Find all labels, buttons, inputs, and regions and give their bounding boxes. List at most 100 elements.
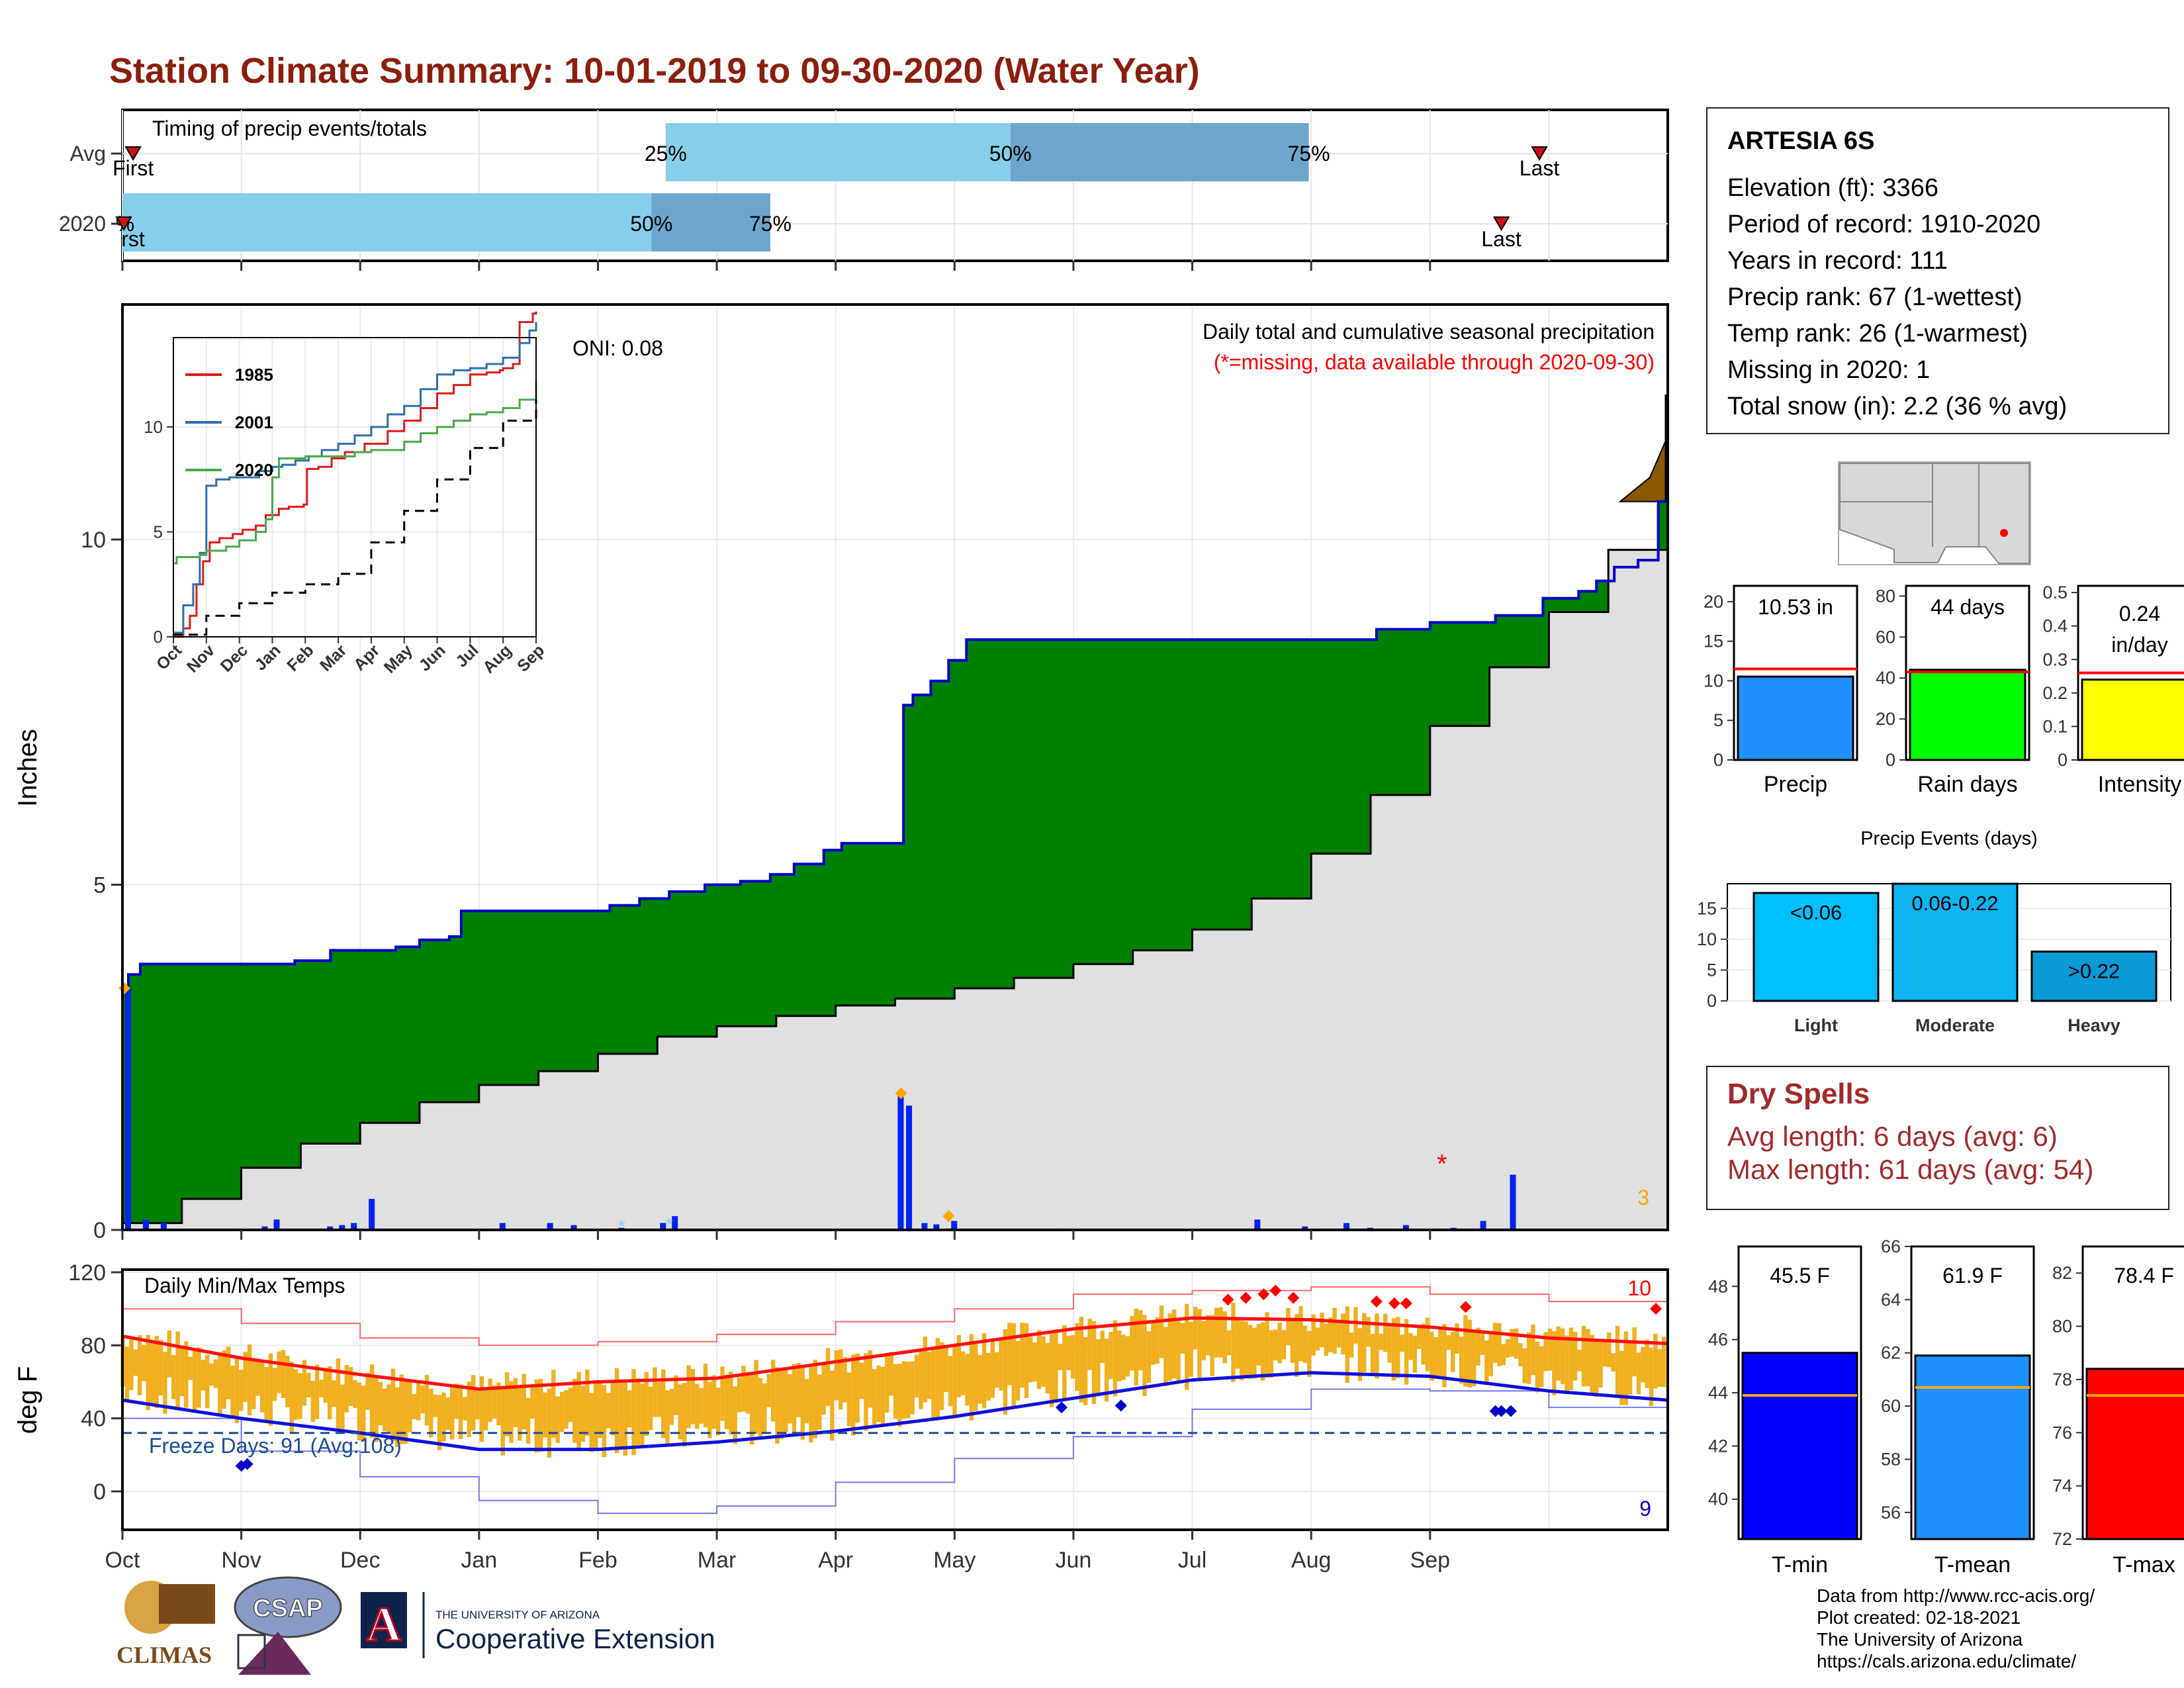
daily-temp-bar — [158, 1340, 163, 1396]
temp-summary-bar — [2085, 1368, 2184, 1540]
daily-temp-bar — [201, 1359, 206, 1391]
daily-temp-bar — [1058, 1344, 1063, 1370]
daily-temp-bar — [239, 1370, 244, 1411]
daily-temp-bar — [281, 1350, 286, 1398]
daily-temp-bar — [1396, 1317, 1400, 1378]
daily-temp-range-bars — [120, 1303, 1666, 1458]
daily-temp-bar — [969, 1334, 974, 1421]
dry-spells-max: Max length: 61 days (avg: 54) — [1727, 1154, 2094, 1185]
daily-temp-bar — [1138, 1310, 1143, 1371]
daily-temp-bar — [496, 1382, 501, 1426]
record-min-line — [122, 1388, 1668, 1515]
daily-temp-bar — [361, 1385, 366, 1442]
events-title: Precip Events (days) — [1860, 828, 2038, 849]
csap-logo-text: CSAP — [253, 1595, 323, 1622]
daily-temp-bar — [699, 1387, 704, 1424]
daily-temp-bar — [855, 1353, 860, 1423]
temp-ylabel: deg F — [13, 1366, 42, 1434]
daily-precip-bar — [1402, 1225, 1409, 1230]
daily-temp-bar — [889, 1352, 893, 1396]
daily-precip-bar — [951, 1221, 958, 1230]
temp-summary-ytick-label: 48 — [1708, 1276, 1728, 1296]
timing-pct-label: 50% — [630, 212, 672, 236]
daily-temp-bar — [1214, 1307, 1219, 1358]
daily-temp-bar — [171, 1355, 176, 1399]
daily-temp-bar — [729, 1372, 733, 1435]
ua-logo-small-text: THE UNIVERSITY OF ARIZONA — [435, 1609, 600, 1621]
daily-temp-bar — [1307, 1331, 1312, 1378]
daily-temp-bar — [1003, 1329, 1008, 1415]
daily-temp-bar — [619, 1382, 623, 1448]
daily-temp-bar — [509, 1381, 514, 1443]
temp-summary-bar-label: T-min — [1772, 1552, 1828, 1577]
daily-temp-bar — [1087, 1319, 1092, 1370]
daily-temp-bar — [1252, 1327, 1257, 1379]
daily-temp-bar — [1298, 1306, 1303, 1362]
daily-temp-bar — [1113, 1320, 1118, 1397]
daily-temp-bar — [513, 1378, 518, 1427]
daily-temp-bar — [179, 1348, 185, 1397]
daily-temp-bar — [1522, 1348, 1527, 1383]
daily-temp-bar — [1623, 1331, 1629, 1405]
temp-summary-bar-label: T-mean — [1934, 1552, 2011, 1577]
daily-temp-bar — [589, 1393, 594, 1452]
daily-temp-bar — [129, 1338, 134, 1391]
summary-ytick-label: 60 — [1876, 627, 1895, 647]
daily-temp-bar — [792, 1364, 797, 1436]
timing-pct-label: 25% — [645, 142, 687, 165]
daily-temp-bar — [1007, 1323, 1012, 1385]
daily-temp-bar — [150, 1340, 155, 1405]
daily-temp-bar — [1155, 1317, 1160, 1364]
timing-bar-avg-late — [1010, 123, 1309, 181]
record-high-marker — [1459, 1301, 1472, 1313]
daily-temp-bar — [454, 1383, 459, 1419]
daily-temp-bar — [724, 1374, 729, 1430]
daily-temp-bar — [1357, 1328, 1363, 1382]
daily-temp-bar — [412, 1393, 417, 1419]
daily-temp-bar — [965, 1354, 970, 1406]
snow-marker: * — [618, 1216, 625, 1237]
precip-event-marker — [895, 1087, 907, 1100]
inset-ytick-label: 0 — [154, 627, 163, 647]
inset-series-line — [173, 381, 537, 565]
daily-precip-bar — [261, 1226, 268, 1230]
avg-max-line — [122, 1316, 1668, 1391]
daily-precip-bar — [273, 1219, 280, 1230]
temp-ytick-label: 80 — [81, 1333, 106, 1358]
daily-temp-bar — [1484, 1340, 1489, 1385]
daily-precip-bar — [339, 1225, 345, 1230]
ua-logo-block — [361, 1592, 407, 1648]
daily-temp-bar — [585, 1369, 590, 1436]
daily-temp-bar — [1586, 1329, 1590, 1386]
daily-precip-bar — [142, 1219, 149, 1230]
timing-marker-label: rst — [121, 227, 145, 251]
temp-summary-ytick-label: 76 — [2052, 1423, 2072, 1442]
summary-ytick-label: 20 — [1876, 709, 1895, 729]
daily-temp-bar — [1011, 1323, 1016, 1408]
summary-ytick-label: 15 — [1704, 632, 1723, 651]
daily-temp-bar — [627, 1390, 632, 1428]
daily-temp-bar — [762, 1383, 767, 1433]
daily-temp-bar — [1463, 1315, 1468, 1387]
inset-border — [173, 337, 537, 637]
daily-temp-bar — [1256, 1324, 1261, 1366]
daily-temp-bar — [1556, 1326, 1561, 1381]
daily-temp-bar — [1416, 1327, 1422, 1349]
daily-temp-bar — [1045, 1342, 1050, 1394]
daily-temp-bar — [804, 1379, 809, 1424]
daily-temp-bar — [1531, 1324, 1535, 1376]
record-low-marker — [1055, 1401, 1068, 1414]
daily-temp-bar — [1176, 1321, 1181, 1382]
daily-temp-bar — [1362, 1313, 1367, 1373]
daily-temp-bar — [741, 1366, 746, 1412]
daily-temp-bar — [1222, 1311, 1227, 1364]
daily-temp-bar — [137, 1335, 142, 1395]
missing-data-marker: * — [1437, 1150, 1447, 1179]
daily-temp-bar — [475, 1388, 480, 1420]
summary-value-label: 10.53 in — [1758, 595, 1833, 619]
summary-ytick-label: 0 — [1713, 750, 1723, 770]
daily-temp-bar — [678, 1384, 682, 1440]
daily-temp-bar — [243, 1352, 248, 1402]
daily-temp-bar — [1535, 1341, 1540, 1393]
daily-temp-bar — [931, 1348, 936, 1419]
